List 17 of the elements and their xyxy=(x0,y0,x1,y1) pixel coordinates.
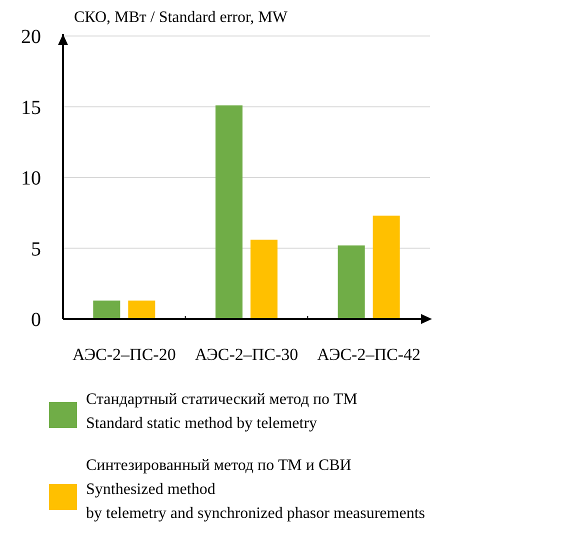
y-tick-label: 20 xyxy=(21,26,41,48)
x-tick-label: АЭС-2–ПС-42 xyxy=(317,345,421,364)
legend-label: Стандартный статический метод по ТМ Standard static method by telemetry xyxy=(86,390,358,432)
y-axis-title: СКО, МВт / Standard error, MW xyxy=(74,9,288,26)
bar xyxy=(338,245,365,319)
x-tick-label: АЭС-2–ПС-30 xyxy=(194,345,298,364)
y-tick-label: 0 xyxy=(31,309,41,331)
legend-label: Синтезированный метод по ТМ и СВИ Synthesized method by telemetry and synchronized phasor measurements xyxy=(86,456,425,522)
bar xyxy=(372,216,400,319)
bar xyxy=(128,300,156,319)
y-tick-label: 10 xyxy=(21,168,41,190)
bar xyxy=(250,240,278,319)
bar xyxy=(216,105,242,319)
y-tick-label: 5 xyxy=(31,238,41,260)
y-tick-label: 15 xyxy=(21,96,41,119)
bar xyxy=(93,300,120,319)
x-tick-label: АЭС-2–ПС-20 xyxy=(72,345,176,364)
